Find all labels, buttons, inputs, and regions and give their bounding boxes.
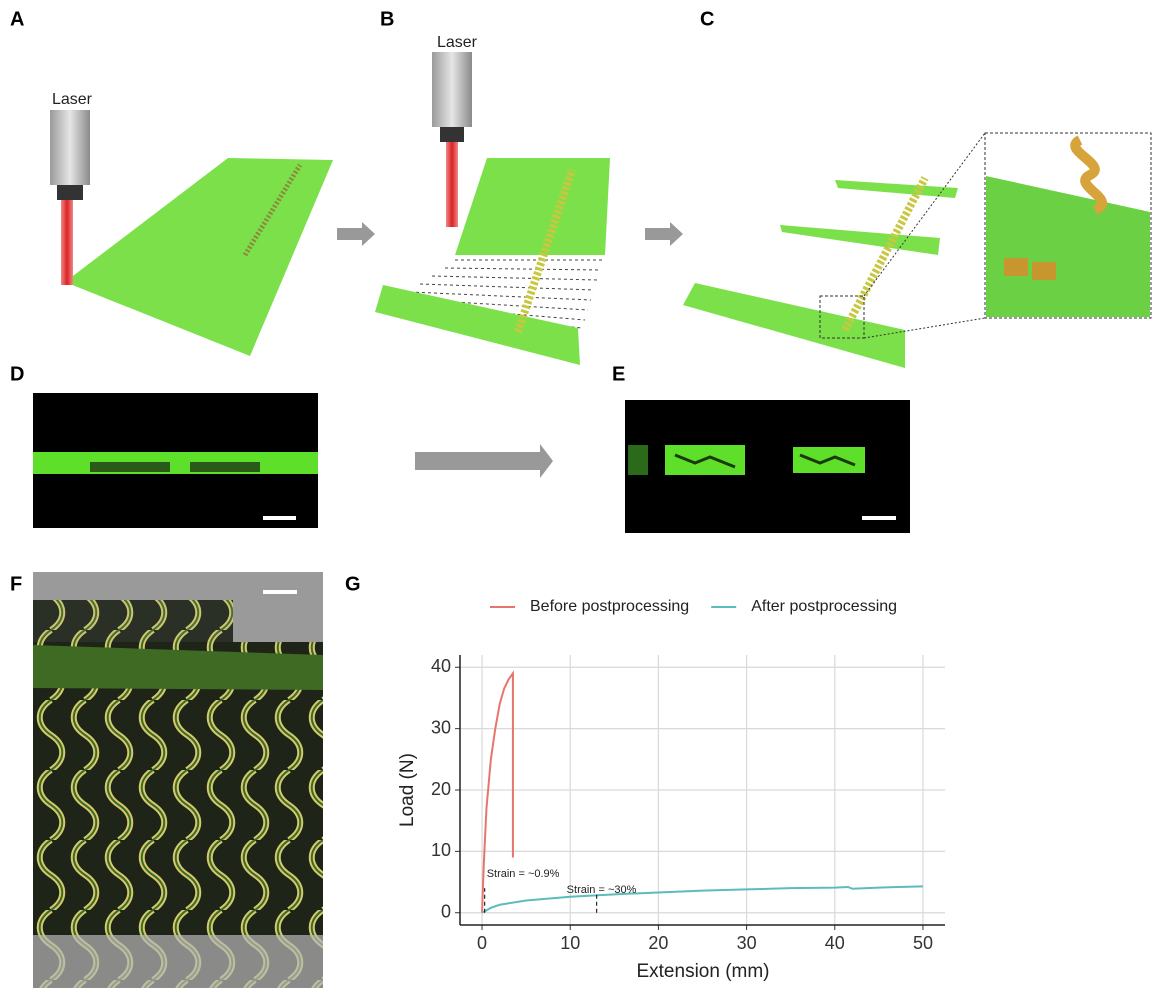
y-tick-label: 40 — [431, 656, 451, 676]
panel-label: C — [700, 8, 714, 30]
y-axis-label: Load (N) — [397, 753, 418, 827]
x-tick-label: 40 — [825, 933, 845, 953]
figure: A B C D E F G Laser Laser — [0, 0, 1153, 988]
arrow — [645, 222, 683, 246]
arrow — [415, 444, 553, 478]
illustration-a: Laser — [50, 91, 333, 356]
arrow — [337, 222, 375, 246]
panel-label: G — [345, 573, 361, 595]
series-line — [482, 886, 923, 912]
x-tick-label: 30 — [737, 933, 757, 953]
panel-label: A — [10, 8, 24, 30]
laser-label: Laser — [437, 34, 478, 51]
panel-label: E — [612, 363, 625, 385]
x-tick-label: 50 — [913, 933, 933, 953]
x-axis-label: Extension (mm) — [636, 961, 769, 982]
x-tick-label: 0 — [477, 933, 487, 953]
illustration-c — [683, 133, 1151, 368]
panel-label: B — [380, 8, 394, 30]
line-chart: Load (N) Extension (mm) 0 10 20 30 40 50 0 10 20… — [397, 598, 945, 982]
y-tick-label: 0 — [441, 901, 451, 921]
annotation: Strain = ~0.9% — [487, 868, 560, 880]
x-tick-label: 10 — [560, 933, 580, 953]
laser-label: Laser — [52, 91, 93, 108]
y-tick-label: 30 — [431, 717, 451, 737]
image-f — [33, 572, 323, 988]
illustration-b: Laser — [375, 34, 610, 365]
image-d — [33, 393, 318, 528]
legend-label: After postprocessing — [751, 598, 897, 615]
x-tick-label: 20 — [648, 933, 668, 953]
y-tick-label: 10 — [431, 840, 451, 860]
y-tick-label: 20 — [431, 779, 451, 799]
image-e — [625, 400, 910, 533]
legend-label: Before postprocessing — [530, 598, 689, 615]
panel-label: F — [10, 573, 22, 595]
panel-label: D — [10, 363, 24, 385]
annotation: Strain = ~30% — [567, 884, 637, 896]
